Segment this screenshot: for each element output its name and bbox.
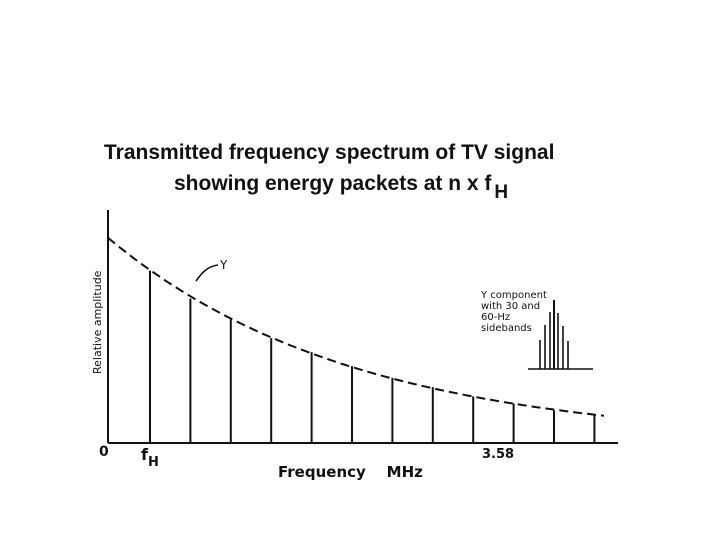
x-tick-label-fh: fH bbox=[141, 445, 159, 470]
x-axis-label: Frequency MHz bbox=[278, 463, 423, 481]
envelope-curve bbox=[107, 237, 605, 417]
curve-label: Y bbox=[219, 258, 228, 272]
inset-sideband-diagram bbox=[528, 300, 593, 370]
curve-label-leader bbox=[195, 264, 219, 282]
chart-title-line-2-main: showing energy packets at n x f bbox=[174, 172, 492, 195]
chart-title-line-2-subscript: H bbox=[494, 182, 509, 203]
x-tick-label-3-58: 3.58 bbox=[482, 447, 514, 462]
inset-text-line-1: Y component bbox=[480, 290, 547, 301]
inset-text-line-2: with 30 and bbox=[481, 301, 540, 312]
inset-text-line-4: sidebands bbox=[481, 323, 532, 334]
y-axis-label: Relative amplitude bbox=[91, 270, 104, 374]
harmonic-lines bbox=[149, 270, 596, 443]
inset-text-line-3: 60-Hz bbox=[481, 312, 510, 323]
x-tick-label-0: 0 bbox=[99, 444, 109, 460]
chart-title-line-1: Transmitted frequency spectrum of TV sig… bbox=[104, 141, 555, 164]
x-tick-label-fh-main: f bbox=[141, 445, 149, 464]
x-tick-label-fh-subscript: H bbox=[148, 455, 159, 470]
